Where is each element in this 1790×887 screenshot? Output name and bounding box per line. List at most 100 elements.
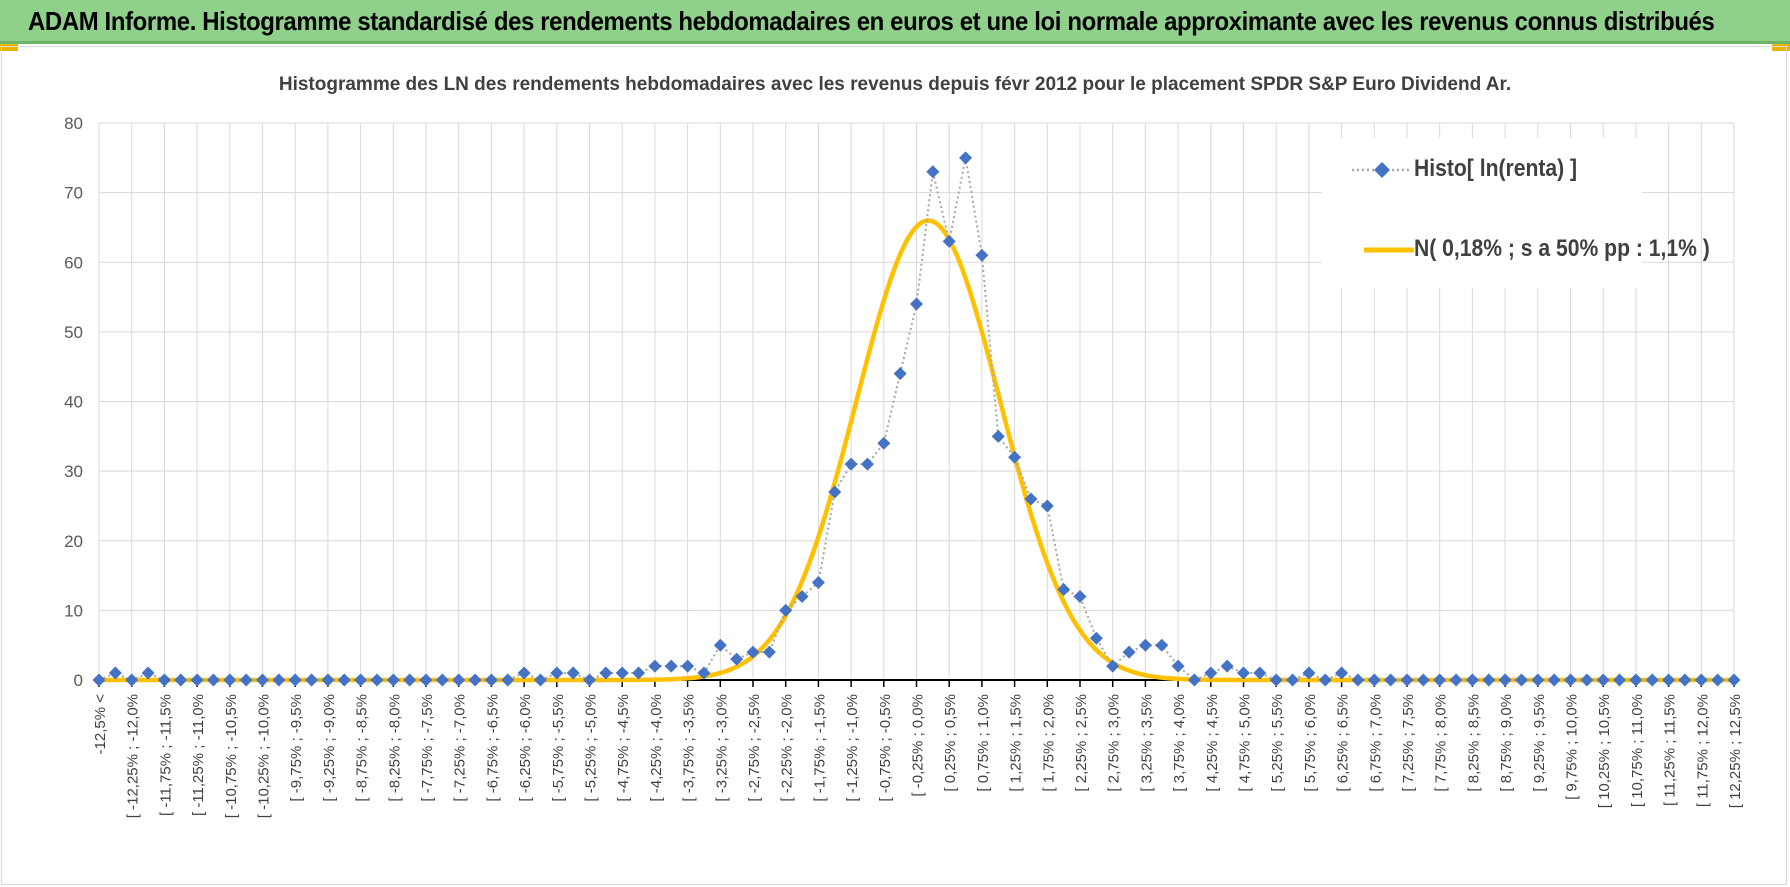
histo-point — [1367, 673, 1381, 687]
x-tick-label: [ 9,75% ; 10,0% — [1564, 694, 1581, 800]
x-tick-label: [ -1,25% ; -1,0% — [844, 694, 861, 802]
histo-point — [403, 673, 417, 687]
histo-point — [1645, 673, 1659, 687]
histo-point — [583, 673, 596, 687]
x-tick-label: [ -10,25% ; -10,0% — [256, 694, 273, 818]
histo-point — [1073, 589, 1087, 603]
histo-point — [1318, 673, 1332, 687]
x-tick-label: [ -2,25% ; -2,0% — [779, 694, 796, 802]
histo-point — [370, 673, 384, 687]
histo-point — [1433, 673, 1447, 687]
histo-point — [1449, 673, 1463, 687]
legend-normal-line — [1364, 247, 1414, 253]
y-axis-ticks: 0 10 20 30 40 50 60 70 80 — [64, 114, 83, 690]
histo-point — [419, 673, 433, 687]
histo-point — [632, 666, 646, 680]
histo-point — [157, 673, 171, 687]
histo-point — [1384, 673, 1398, 687]
x-tick-label: [ 0,75% ; 1,0% — [975, 694, 992, 792]
histo-point — [1694, 673, 1708, 687]
x-tick-label: [ -0,25% ; 0,0% — [910, 694, 927, 797]
histo-point — [1089, 631, 1103, 645]
histo-point — [386, 673, 400, 687]
histo-point — [1514, 673, 1528, 687]
histo-point — [1253, 666, 1267, 680]
x-tick-label: [ 3,75% ; 4,0% — [1171, 694, 1188, 792]
x-tick-label: [ -4,25% ; -4,0% — [648, 694, 665, 802]
histo-point — [1220, 659, 1234, 673]
x-tick-label: [ 5,75% ; 6,0% — [1302, 694, 1319, 792]
histo-point — [190, 673, 204, 687]
histo-point — [288, 673, 302, 687]
report-banner: ADAM Informe. Histogramme standardisé de… — [0, 0, 1790, 44]
y-tick-label: 70 — [64, 184, 83, 203]
x-tick-label: [ 12,25% ; 12,5% — [1727, 694, 1744, 808]
report-title: ADAM Informe. Histogramme standardisé de… — [28, 6, 1715, 36]
histo-point — [959, 151, 973, 165]
histo-point — [1678, 673, 1692, 687]
histo-point — [1580, 673, 1594, 687]
histo-point — [1286, 673, 1300, 687]
histo-point — [1040, 499, 1054, 513]
histo-point — [697, 666, 711, 680]
histo-point — [108, 666, 122, 680]
x-tick-label: [ -0,75% ; -0,5% — [877, 694, 894, 802]
histo-point — [730, 652, 744, 666]
x-tick-label: [ -3,25% ; -3,0% — [713, 694, 730, 802]
histo-point — [337, 673, 351, 687]
histo-point — [1629, 673, 1643, 687]
x-tick-label: [ 8,75% ; 9,0% — [1498, 694, 1515, 792]
histo-point — [1613, 673, 1627, 687]
histo-point — [533, 673, 547, 687]
histo-point — [206, 673, 220, 687]
histo-point — [452, 673, 466, 687]
histo-point — [795, 589, 809, 603]
histo-point — [223, 673, 237, 687]
x-tick-label: [ 8,25% ; 8,5% — [1465, 694, 1482, 792]
histo-series — [92, 151, 1741, 687]
x-tick-label: [ 1,25% ; 1,5% — [1008, 694, 1025, 792]
histo-point — [141, 666, 155, 680]
x-tick-label: [ 6,75% ; 7,0% — [1367, 694, 1384, 792]
x-tick-label: [ -9,25% ; -9,0% — [321, 694, 338, 802]
histo-point — [615, 666, 629, 680]
x-tick-label: [ 4,75% ; 5,0% — [1237, 694, 1254, 792]
histo-point — [1662, 673, 1676, 687]
histo-point — [435, 673, 449, 687]
histo-point — [1531, 673, 1545, 687]
histo-point — [321, 673, 335, 687]
x-tick-label: [ 4,25% ; 4,5% — [1204, 694, 1221, 792]
legend-histo-label: Histo[ ln(renta) ] — [1414, 155, 1578, 182]
histo-point — [501, 673, 515, 687]
y-tick-label: 20 — [64, 532, 83, 551]
legend-normal-label: N( 0,18% ; s a 50% pp : 1,1% ) — [1414, 235, 1710, 262]
histo-point — [828, 485, 842, 499]
histo-point — [681, 659, 695, 673]
histo-point — [1237, 666, 1250, 680]
histo-point — [1711, 673, 1725, 687]
chart-title: Histogramme des LN des rendements hebdom… — [278, 74, 1512, 95]
histo-point — [975, 248, 989, 262]
x-tick-label: [ 7,75% ; 8,0% — [1433, 694, 1450, 792]
histo-point — [1302, 666, 1316, 680]
x-tick-label: [ -8,25% ; -8,0% — [386, 694, 403, 802]
x-tick-label: [ -10,75% ; -10,5% — [223, 694, 240, 818]
corner-accent-right — [1772, 44, 1790, 51]
histo-point — [1564, 673, 1577, 687]
y-tick-label: 40 — [64, 393, 83, 412]
histo-point — [517, 666, 531, 680]
histo-point — [844, 457, 858, 471]
histo-point — [1008, 450, 1022, 464]
histo-point — [762, 645, 776, 659]
legend-item-histo: Histo[ ln(renta) ] — [1322, 150, 1642, 190]
y-tick-label: 0 — [74, 671, 83, 690]
histo-point — [1416, 673, 1430, 687]
histo-point — [1024, 492, 1038, 506]
histo-point — [926, 165, 940, 179]
x-tick-label: [ 0,25% ; 0,5% — [942, 694, 959, 792]
x-tick-label: [ 10,75% ; 11,0% — [1629, 694, 1646, 807]
x-tick-label: [ 6,25% ; 6,5% — [1335, 694, 1352, 792]
histo-point — [746, 645, 760, 659]
x-tick-label: [ -8,75% ; -8,5% — [354, 694, 371, 802]
y-tick-label: 50 — [64, 323, 83, 342]
